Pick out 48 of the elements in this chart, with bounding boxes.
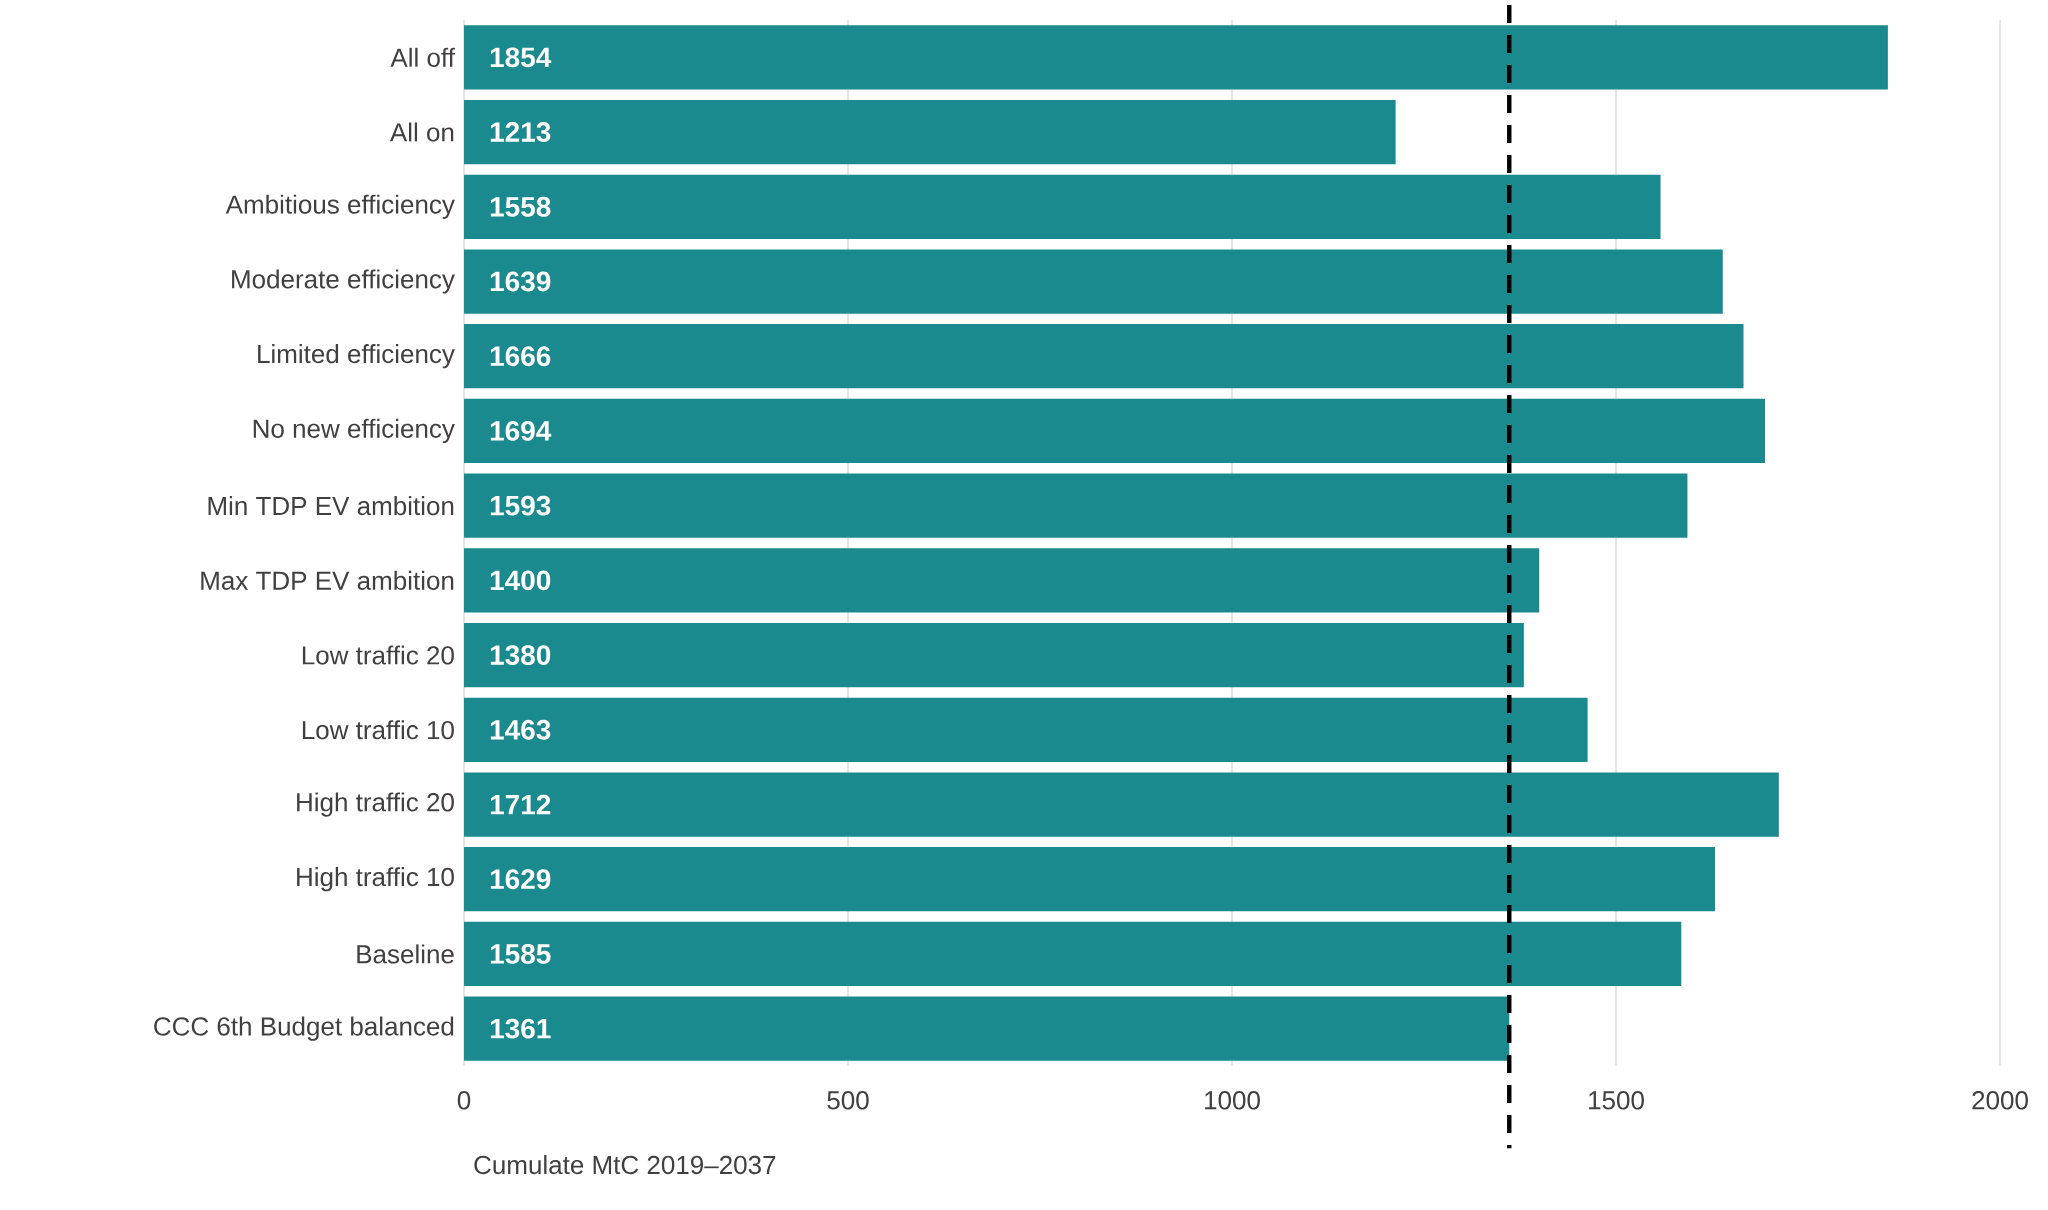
y-tick-label: All off xyxy=(390,47,455,67)
bar xyxy=(464,398,1766,464)
y-tick-label: Max TDP EV ambition xyxy=(201,570,454,590)
bar xyxy=(464,99,1396,165)
data-label: 1558 xyxy=(490,196,551,217)
bar xyxy=(464,25,1888,90)
y-tick-label: CCC 6th Budget balanced xyxy=(154,1016,454,1041)
bar xyxy=(464,772,1779,837)
y-tick-label: Limited efficiency xyxy=(258,344,455,369)
data-label: 1666 xyxy=(490,346,551,367)
data-label: 1854 xyxy=(490,47,552,68)
bar xyxy=(464,324,1744,389)
x-tick-label: 2000 xyxy=(1972,1091,2028,1110)
y-tick-label: All on xyxy=(389,122,454,142)
x-tick-label: 500 xyxy=(827,1091,869,1110)
y-tick-label: Min TDP EV ambition xyxy=(208,496,454,516)
y-tick-label: Baseline xyxy=(357,944,454,964)
x-tick-label: 1500 xyxy=(1589,1091,1644,1110)
bar xyxy=(464,548,1540,613)
x-axis-title: Cumulate MtC 2019–2037 xyxy=(474,1155,776,1175)
data-label: 1694 xyxy=(490,421,552,441)
y-tick-label: Moderate efficiency xyxy=(232,269,455,294)
bar xyxy=(464,473,1688,538)
data-label: 1400 xyxy=(490,570,551,591)
bar xyxy=(464,174,1661,239)
x-tick-label: 0 xyxy=(457,1091,471,1110)
bar xyxy=(464,996,1510,1061)
data-label: 1463 xyxy=(490,719,551,740)
x-tick-label: 1000 xyxy=(1205,1091,1260,1110)
bar xyxy=(464,249,1723,314)
y-tick-label: Low traffic 20 xyxy=(302,645,454,665)
y-tick-label: No new efficiency xyxy=(253,418,455,444)
data-label: 1380 xyxy=(490,645,551,666)
bar xyxy=(464,921,1682,987)
y-tick-label: High traffic 20 xyxy=(297,792,454,817)
data-label: 1593 xyxy=(490,495,551,516)
bar xyxy=(464,847,1716,912)
data-label: 1712 xyxy=(490,794,551,815)
data-label: 1585 xyxy=(490,944,551,964)
bar xyxy=(464,697,1588,762)
y-tick-label: High traffic 10 xyxy=(297,867,454,892)
data-label: 1639 xyxy=(490,271,551,292)
bar xyxy=(464,622,1524,688)
y-tick-label: Low traffic 10 xyxy=(302,720,454,740)
data-label: 1361 xyxy=(490,1018,551,1039)
data-label: 1629 xyxy=(490,869,551,890)
data-label: 1213 xyxy=(490,122,551,143)
y-tick-label: Ambitious efficiency xyxy=(225,194,455,219)
